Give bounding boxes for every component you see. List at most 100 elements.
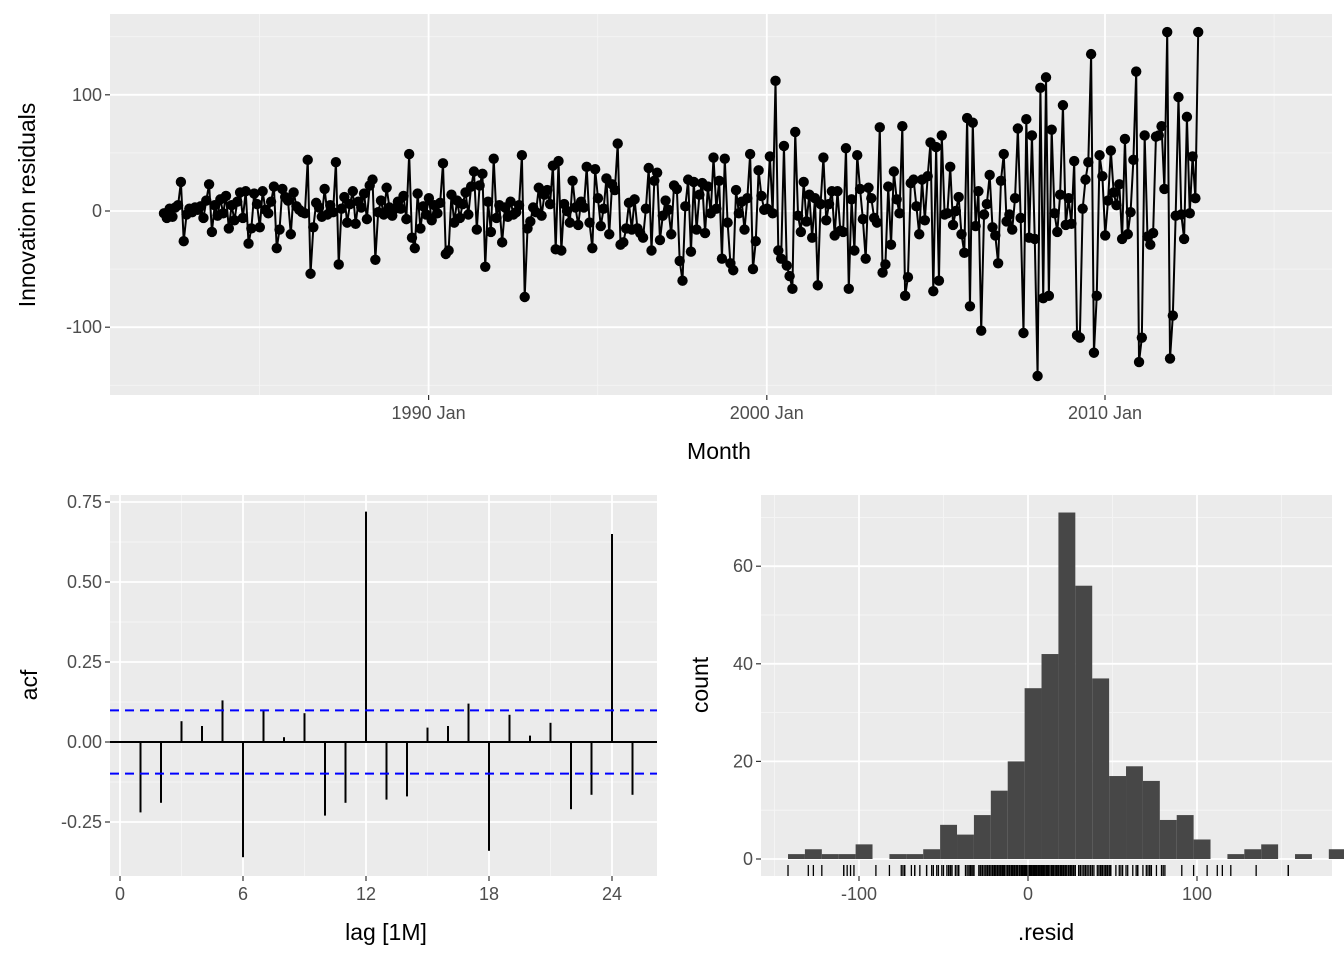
residual-point <box>1040 72 1052 83</box>
residual-point <box>1114 179 1125 190</box>
acf-plot: -0.250.000.250.500.75 0 6 12 18 24 lag [1M] … <box>16 492 657 945</box>
residual-point <box>1057 100 1069 111</box>
residual-point <box>1145 239 1156 250</box>
residual-point <box>1009 193 1021 204</box>
residual-point <box>232 196 243 207</box>
residual-point <box>240 186 251 197</box>
histogram-bar <box>1159 819 1177 859</box>
time-plot-x-title: Month <box>687 438 751 464</box>
residual-point <box>229 215 240 226</box>
histogram-x-title: .resid <box>1018 919 1074 945</box>
time-plot-series <box>158 26 1204 382</box>
residual-point <box>471 224 482 235</box>
residual-point <box>544 198 556 210</box>
residual-point <box>598 203 609 214</box>
residual-point <box>246 223 257 234</box>
residual-point <box>375 195 387 206</box>
residual-point <box>443 245 454 256</box>
histogram-bar <box>1244 849 1262 859</box>
residual-point <box>277 183 288 195</box>
residual-point <box>584 217 595 228</box>
residual-point <box>415 223 426 234</box>
residual-point <box>1187 151 1198 162</box>
residual-point <box>1178 233 1190 245</box>
residual-point <box>398 190 409 202</box>
residual-point <box>237 212 249 224</box>
residual-point <box>536 210 547 221</box>
residual-point <box>172 199 184 211</box>
residual-point <box>649 175 660 186</box>
residual-point <box>880 259 891 270</box>
residual-point <box>299 208 311 219</box>
residual-point <box>491 212 502 224</box>
histogram-bar <box>1024 688 1042 859</box>
residual-point <box>592 193 604 204</box>
residual-point <box>899 290 911 302</box>
residual-point <box>877 267 888 278</box>
histogram-bar <box>1295 854 1312 859</box>
residual-point <box>1139 130 1150 141</box>
residual-point <box>857 213 869 225</box>
residual-point <box>959 247 970 259</box>
residual-point <box>871 217 883 228</box>
time-plot-y-axis: -100 0 100 <box>66 85 110 337</box>
residual-point <box>265 196 277 207</box>
residual-point <box>812 280 823 291</box>
residual-point <box>837 226 849 238</box>
residual-point <box>564 217 575 228</box>
residual-point <box>274 224 285 235</box>
residual-point <box>1105 145 1117 156</box>
residual-point <box>677 275 688 286</box>
acf-x-title: lag [1M] <box>345 919 427 945</box>
residual-point <box>953 191 964 203</box>
residual-point <box>1063 193 1074 204</box>
y-tick-label: 20 <box>733 751 753 771</box>
residual-point <box>1052 226 1063 238</box>
residual-point <box>894 208 905 219</box>
residual-point <box>866 193 877 204</box>
residual-point <box>722 217 733 228</box>
acf-panel <box>110 495 657 876</box>
residual-point <box>888 166 900 177</box>
histogram-bar <box>1092 678 1110 859</box>
histogram-bar <box>889 854 907 859</box>
residual-point <box>330 157 342 168</box>
residual-point <box>516 150 528 161</box>
histogram-bar <box>804 849 822 859</box>
residual-point <box>482 196 494 207</box>
residual-point <box>1083 157 1094 168</box>
residual-point <box>798 176 809 188</box>
residual-point <box>361 213 373 225</box>
residual-point <box>998 148 1009 160</box>
residual-point <box>818 152 829 163</box>
histogram-bar <box>1261 844 1279 859</box>
histogram-bar <box>1041 654 1059 859</box>
residual-point <box>350 218 361 229</box>
residual-point <box>341 217 353 228</box>
residual-point <box>474 180 485 191</box>
residual-point <box>1080 174 1091 185</box>
histogram-bar <box>1126 766 1143 859</box>
residual-point <box>254 222 266 233</box>
residual-point <box>618 237 629 248</box>
residual-point <box>945 161 956 173</box>
histogram-bar <box>1227 854 1245 859</box>
residual-point <box>733 208 745 219</box>
residual-point <box>175 176 187 188</box>
residual-point <box>680 201 691 212</box>
residual-point <box>919 215 931 226</box>
histogram-bar <box>990 790 1008 859</box>
residual-point <box>773 245 784 256</box>
residual-point <box>401 213 412 225</box>
residual-point <box>992 258 1004 269</box>
residual-point <box>711 203 722 214</box>
x-tick-label: 0 <box>115 884 125 904</box>
residual-point <box>327 206 339 218</box>
residual-point <box>981 198 993 210</box>
residual-point <box>533 182 544 193</box>
residual-point <box>1156 120 1167 132</box>
y-tick-label: 40 <box>733 654 753 674</box>
residual-point <box>787 283 798 295</box>
residual-point <box>561 205 573 217</box>
